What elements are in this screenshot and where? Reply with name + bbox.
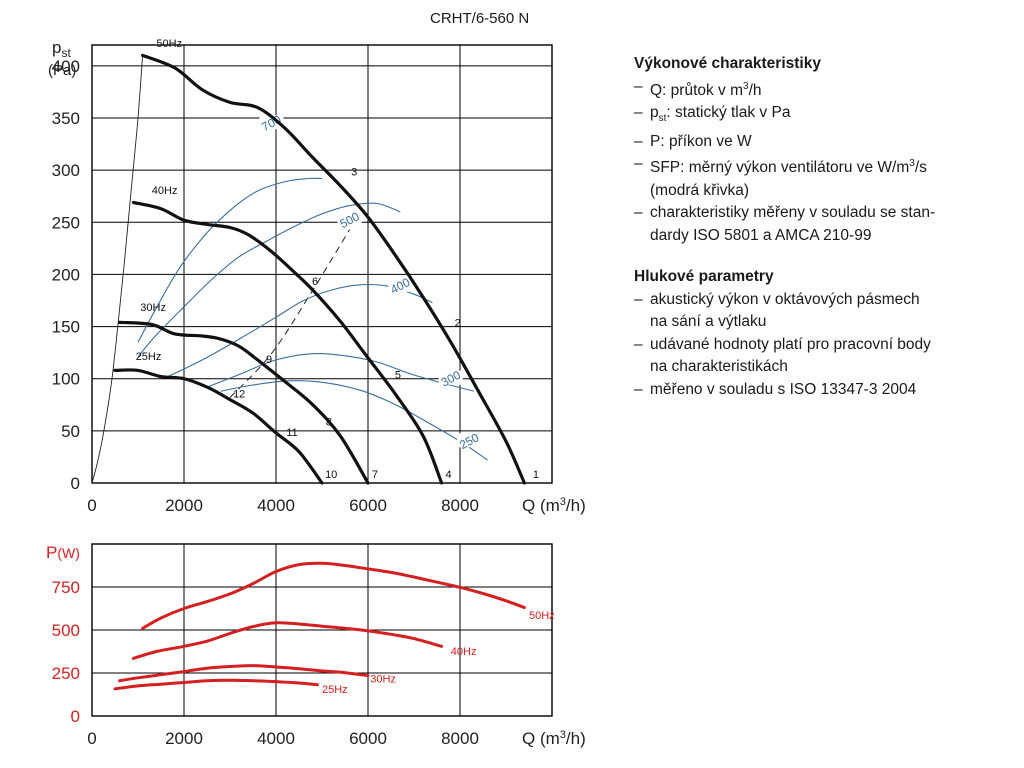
noise-item: na sání a výtlaku bbox=[650, 313, 767, 331]
x-axis-label-end: /h) bbox=[566, 496, 586, 515]
y-tick-label: 0 bbox=[71, 474, 80, 493]
y-tick-label: 300 bbox=[52, 161, 80, 180]
operating-point-label: 8 bbox=[326, 417, 332, 429]
x-tick-label: 4000 bbox=[257, 729, 295, 748]
pressure-curve-40Hz bbox=[131, 200, 444, 485]
plot-frame bbox=[91, 543, 553, 717]
x-tick-label: 0 bbox=[87, 729, 96, 748]
performance-list: Q: průtok v m3/hpst: statický tlak v PaP… bbox=[634, 76, 1004, 248]
performance-item: pst: statický tlak v Pa bbox=[634, 102, 1004, 131]
operating-point-label: 1 bbox=[533, 469, 539, 481]
y-tick-label: 0 bbox=[71, 707, 80, 726]
model-title: CRHT/6-560 N bbox=[430, 10, 530, 27]
y-tick-label: 400 bbox=[52, 57, 80, 76]
system-line-dashed bbox=[229, 229, 351, 398]
x-tick-label: 2000 bbox=[165, 729, 203, 748]
power-label-25Hz: 25Hz bbox=[322, 684, 348, 696]
noise-item: měřeno v souladu s ISO 13347-3 2004 bbox=[634, 379, 1004, 402]
curve-label-50Hz: 50Hz bbox=[156, 38, 182, 50]
performance-item: charakteristiky měřeny v souladu se stan… bbox=[634, 202, 1004, 225]
y-tick-label: 750 bbox=[52, 578, 80, 597]
x-tick-label: 0 bbox=[87, 496, 96, 515]
performance-heading: Výkonové charakteristiky bbox=[634, 55, 821, 72]
y-axis-label-sub: st bbox=[61, 46, 71, 60]
x-tick-label: 8000 bbox=[441, 729, 479, 748]
curve-label-40Hz: 40Hz bbox=[152, 185, 178, 197]
noise-item: udávané hodnoty platí pro pracovní body bbox=[634, 334, 1004, 357]
y-tick-label: 200 bbox=[52, 265, 80, 284]
operating-point-label: 11 bbox=[286, 427, 297, 439]
x-axis-label: Q (m3/h) bbox=[522, 729, 586, 748]
y-axis-label: pst bbox=[52, 38, 71, 60]
pressure-curve-30Hz bbox=[118, 320, 370, 485]
x-tick-label: 6000 bbox=[349, 496, 387, 515]
y-tick-label: 100 bbox=[52, 370, 80, 389]
curve-label-25Hz: 25Hz bbox=[136, 351, 162, 363]
y-tick-label: 250 bbox=[52, 664, 80, 683]
operating-point-label: 9 bbox=[266, 354, 272, 366]
y-tick-label: 500 bbox=[52, 621, 80, 640]
x-axis-label-sup: 3 bbox=[560, 729, 566, 741]
operating-point-label: 2 bbox=[455, 318, 461, 330]
pressure-curve-25Hz bbox=[113, 368, 324, 485]
performance-item: Q: průtok v m3/h bbox=[634, 76, 1004, 103]
operating-point-label: 12 bbox=[233, 388, 245, 400]
noise-heading: Hlukové parametry bbox=[634, 268, 774, 286]
y-tick-label: 50 bbox=[61, 422, 80, 441]
performance-item: dardy ISO 5801 a AMCA 210-99 bbox=[650, 226, 872, 244]
operating-point-label: 4 bbox=[445, 469, 451, 481]
y-tick-label: 250 bbox=[52, 213, 80, 232]
operating-point-label: 10 bbox=[325, 469, 337, 481]
system-line bbox=[91, 55, 144, 484]
plot-frame bbox=[91, 44, 553, 484]
y-tick-label: 350 bbox=[52, 109, 80, 128]
y-axis-unit: (W) bbox=[57, 545, 80, 561]
x-axis-label: Q (m3/h) bbox=[522, 496, 586, 515]
sfp-curve-300 bbox=[206, 352, 474, 392]
sidebar: Výkonové charakteristiky Q: průtok v m3/… bbox=[634, 53, 1004, 420]
sfp-label-bg bbox=[259, 115, 284, 130]
performance-item: SFP: měrný výkon ventilátoru ve W/m3/s bbox=[634, 153, 1004, 180]
power-chart: 0 2000 4000 6000 8000 0 250 500 750 P(W) Q (m3/h) 5… bbox=[46, 543, 586, 748]
sfp-curve-700 bbox=[137, 177, 323, 343]
x-tick-label: 6000 bbox=[349, 729, 387, 748]
x-tick-label: 2000 bbox=[165, 496, 203, 515]
sfp-label-bg bbox=[337, 212, 362, 227]
operating-point-label: 6 bbox=[312, 276, 318, 288]
pressure-chart: 0 2000 4000 6000 8000 0 50 100 150 200 250 300 350 40… bbox=[48, 38, 586, 515]
performance-item: (modrá křivka) bbox=[650, 181, 750, 199]
y-tick-label: 150 bbox=[52, 318, 80, 337]
power-label-40Hz: 40Hz bbox=[451, 646, 477, 658]
x-axis-label-sup: 3 bbox=[560, 496, 566, 508]
performance-item: P: příkon ve W bbox=[634, 131, 1004, 154]
power-curve-25Hz bbox=[113, 678, 319, 691]
noise-item: akustický výkon v oktávových pásmech bbox=[634, 289, 1004, 312]
x-tick-label: 4000 bbox=[257, 496, 295, 515]
operating-point-label: 5 bbox=[395, 370, 401, 382]
sfp-curve-400 bbox=[165, 283, 433, 379]
pressure-curve-50Hz bbox=[141, 53, 526, 485]
y-axis-label: P(W) bbox=[46, 543, 80, 562]
sfp-curve-250 bbox=[220, 380, 488, 461]
y-axis-unit: (Pa) bbox=[48, 62, 76, 79]
operating-point-label: 7 bbox=[372, 469, 378, 481]
sfp-label-bg bbox=[438, 370, 463, 385]
power-curve-30Hz bbox=[118, 664, 370, 683]
x-tick-label: 8000 bbox=[441, 496, 479, 515]
sfp-label-bg bbox=[388, 277, 413, 292]
power-label-50Hz: 50Hz bbox=[529, 610, 555, 622]
power-curve-50Hz bbox=[141, 561, 526, 630]
operating-point-label: 3 bbox=[351, 166, 357, 178]
x-axis-label-end: /h) bbox=[566, 729, 586, 748]
power-label-30Hz: 30Hz bbox=[370, 673, 396, 685]
curve-label-30Hz: 30Hz bbox=[140, 302, 166, 314]
power-curve-40Hz bbox=[131, 621, 444, 660]
sfp-label-bg bbox=[457, 433, 482, 448]
noise-item: na charakteristikách bbox=[650, 358, 788, 376]
